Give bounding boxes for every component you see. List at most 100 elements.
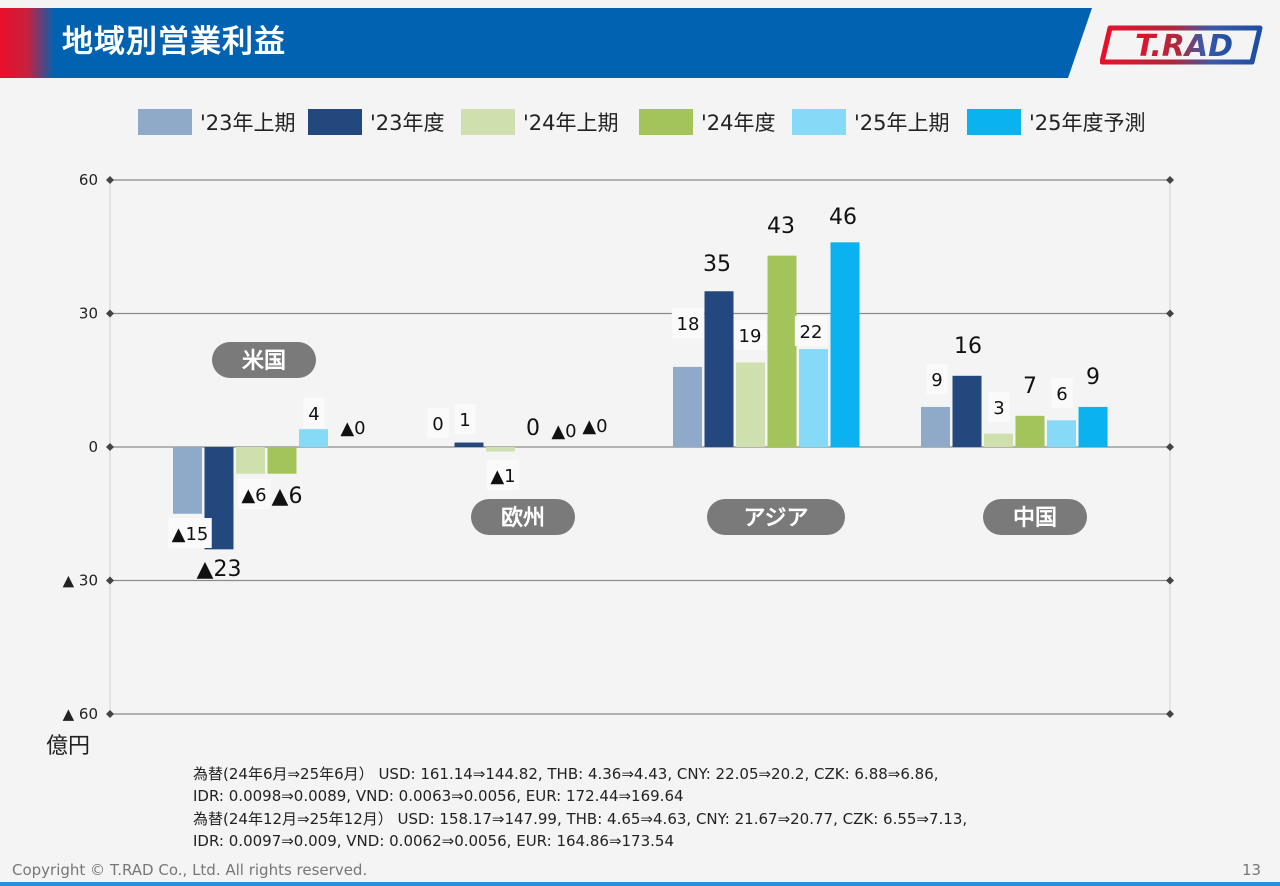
data-label: ▲6 bbox=[241, 485, 266, 506]
fx-note-line: IDR: 0.0098⇒0.0089, VND: 0.0063⇒0.0056, … bbox=[193, 787, 684, 805]
category-pill bbox=[212, 342, 316, 378]
bar bbox=[1015, 415, 1045, 447]
bar bbox=[673, 366, 702, 447]
data-label-bg bbox=[168, 518, 212, 548]
page-title: 地域別営業利益 bbox=[62, 24, 286, 60]
legend-label: '23年度 bbox=[370, 111, 445, 135]
data-label: 3 bbox=[993, 398, 1004, 419]
category-label: 米国 bbox=[242, 349, 286, 374]
data-label: 9 bbox=[1086, 365, 1100, 390]
gridline-marker bbox=[106, 443, 114, 451]
bar bbox=[454, 442, 484, 447]
legend-swatch bbox=[792, 109, 846, 135]
data-label: ▲0 bbox=[340, 418, 365, 439]
data-label-bg bbox=[237, 479, 271, 509]
fx-note-line: 為替(24年6月⇒25年6月） USD: 161.14⇒144.82, THB:… bbox=[193, 765, 939, 783]
data-label-bg bbox=[926, 364, 948, 394]
data-label-bg bbox=[303, 398, 325, 428]
legend-swatch bbox=[461, 109, 515, 135]
category-pill bbox=[707, 499, 845, 535]
legend-label: '25年上期 bbox=[854, 111, 950, 135]
data-label: 22 bbox=[800, 322, 823, 343]
bar bbox=[736, 362, 765, 447]
legend-label: '24年度 bbox=[701, 111, 776, 135]
legend-swatch bbox=[967, 109, 1021, 135]
unit-label: 億円 bbox=[46, 734, 91, 759]
data-label: 0 bbox=[526, 416, 540, 441]
legend-item: '25年上期 bbox=[792, 106, 950, 138]
data-label-bg bbox=[427, 408, 449, 438]
gridline-marker bbox=[106, 176, 114, 184]
data-label: 16 bbox=[954, 334, 982, 359]
data-label: 4 bbox=[308, 404, 319, 425]
bar bbox=[952, 375, 982, 447]
header-bar bbox=[0, 8, 1092, 78]
data-label-bg bbox=[794, 316, 828, 346]
data-label-bg bbox=[454, 404, 476, 434]
category-label: 欧州 bbox=[501, 505, 545, 531]
legend-swatch bbox=[639, 109, 693, 135]
bar bbox=[704, 291, 734, 447]
data-label: 1 bbox=[459, 410, 470, 431]
bar bbox=[767, 255, 797, 447]
category-label: アジア bbox=[743, 506, 808, 531]
legend-swatch bbox=[138, 109, 192, 135]
data-label: 43 bbox=[767, 214, 795, 239]
copyright-text: Copyright © T.RAD Co., Ltd. All rights r… bbox=[12, 861, 368, 879]
data-label: 19 bbox=[739, 326, 762, 347]
legend-label: '23年上期 bbox=[200, 111, 296, 135]
legend-item: '25年度予測 bbox=[967, 106, 1146, 138]
y-tick-label: 0 bbox=[88, 438, 98, 456]
data-label: 46 bbox=[829, 205, 857, 230]
y-tick-label: ▲ 30 bbox=[63, 572, 98, 590]
data-label: 18 bbox=[677, 314, 700, 335]
bar bbox=[299, 429, 328, 447]
gridline-marker bbox=[106, 710, 114, 718]
gridline-marker bbox=[1166, 443, 1174, 451]
data-label: ▲6 bbox=[272, 484, 303, 509]
legend-item: '23年度 bbox=[308, 106, 445, 138]
bar bbox=[830, 242, 860, 447]
data-label: 35 bbox=[703, 252, 731, 277]
category-pill bbox=[471, 499, 575, 535]
data-label: ▲23 bbox=[197, 557, 242, 582]
y-tick-label: ▲ 60 bbox=[63, 705, 98, 723]
legend-label: '25年度予測 bbox=[1029, 111, 1146, 135]
data-label: ▲15 bbox=[172, 524, 209, 545]
bar bbox=[1078, 406, 1108, 447]
gridline-marker bbox=[1166, 309, 1174, 318]
data-label: 0 bbox=[432, 414, 443, 435]
bar bbox=[173, 447, 202, 514]
category-label: 中国 bbox=[1013, 506, 1057, 531]
fx-note-line: 為替(24年12月⇒25年12月） USD: 158.17⇒147.99, TH… bbox=[193, 810, 968, 828]
legend-item: '24年上期 bbox=[461, 106, 619, 138]
category-pill bbox=[983, 499, 1087, 535]
trad-logo: T.RAD bbox=[1100, 25, 1263, 65]
bar bbox=[921, 406, 950, 447]
data-label-bg bbox=[1051, 378, 1073, 408]
gridline-marker bbox=[1166, 576, 1174, 585]
logo-text: T.RAD bbox=[1135, 29, 1233, 64]
legend-item: '23年上期 bbox=[138, 106, 296, 138]
gridline-marker bbox=[106, 309, 114, 318]
data-label-bg bbox=[486, 460, 520, 490]
legend-swatch bbox=[308, 109, 362, 135]
gridline-marker bbox=[106, 576, 114, 585]
bar bbox=[984, 433, 1013, 447]
gridline-marker bbox=[1166, 710, 1174, 718]
gridline-marker bbox=[1166, 176, 1174, 184]
legend-label: '24年上期 bbox=[523, 111, 619, 135]
bar bbox=[799, 349, 828, 447]
bar bbox=[1047, 420, 1076, 447]
data-label: 6 bbox=[1056, 384, 1067, 405]
data-label-bg bbox=[988, 392, 1010, 422]
bar bbox=[236, 447, 265, 474]
legend-item: '24年度 bbox=[639, 106, 776, 138]
fx-note-line: IDR: 0.0097⇒0.009, VND: 0.0062⇒0.0056, E… bbox=[193, 832, 674, 850]
data-label: 9 bbox=[931, 370, 942, 391]
data-label: ▲0 bbox=[551, 421, 576, 442]
y-tick-label: 30 bbox=[79, 305, 98, 323]
footer-divider bbox=[0, 882, 1280, 886]
bar bbox=[486, 447, 515, 452]
